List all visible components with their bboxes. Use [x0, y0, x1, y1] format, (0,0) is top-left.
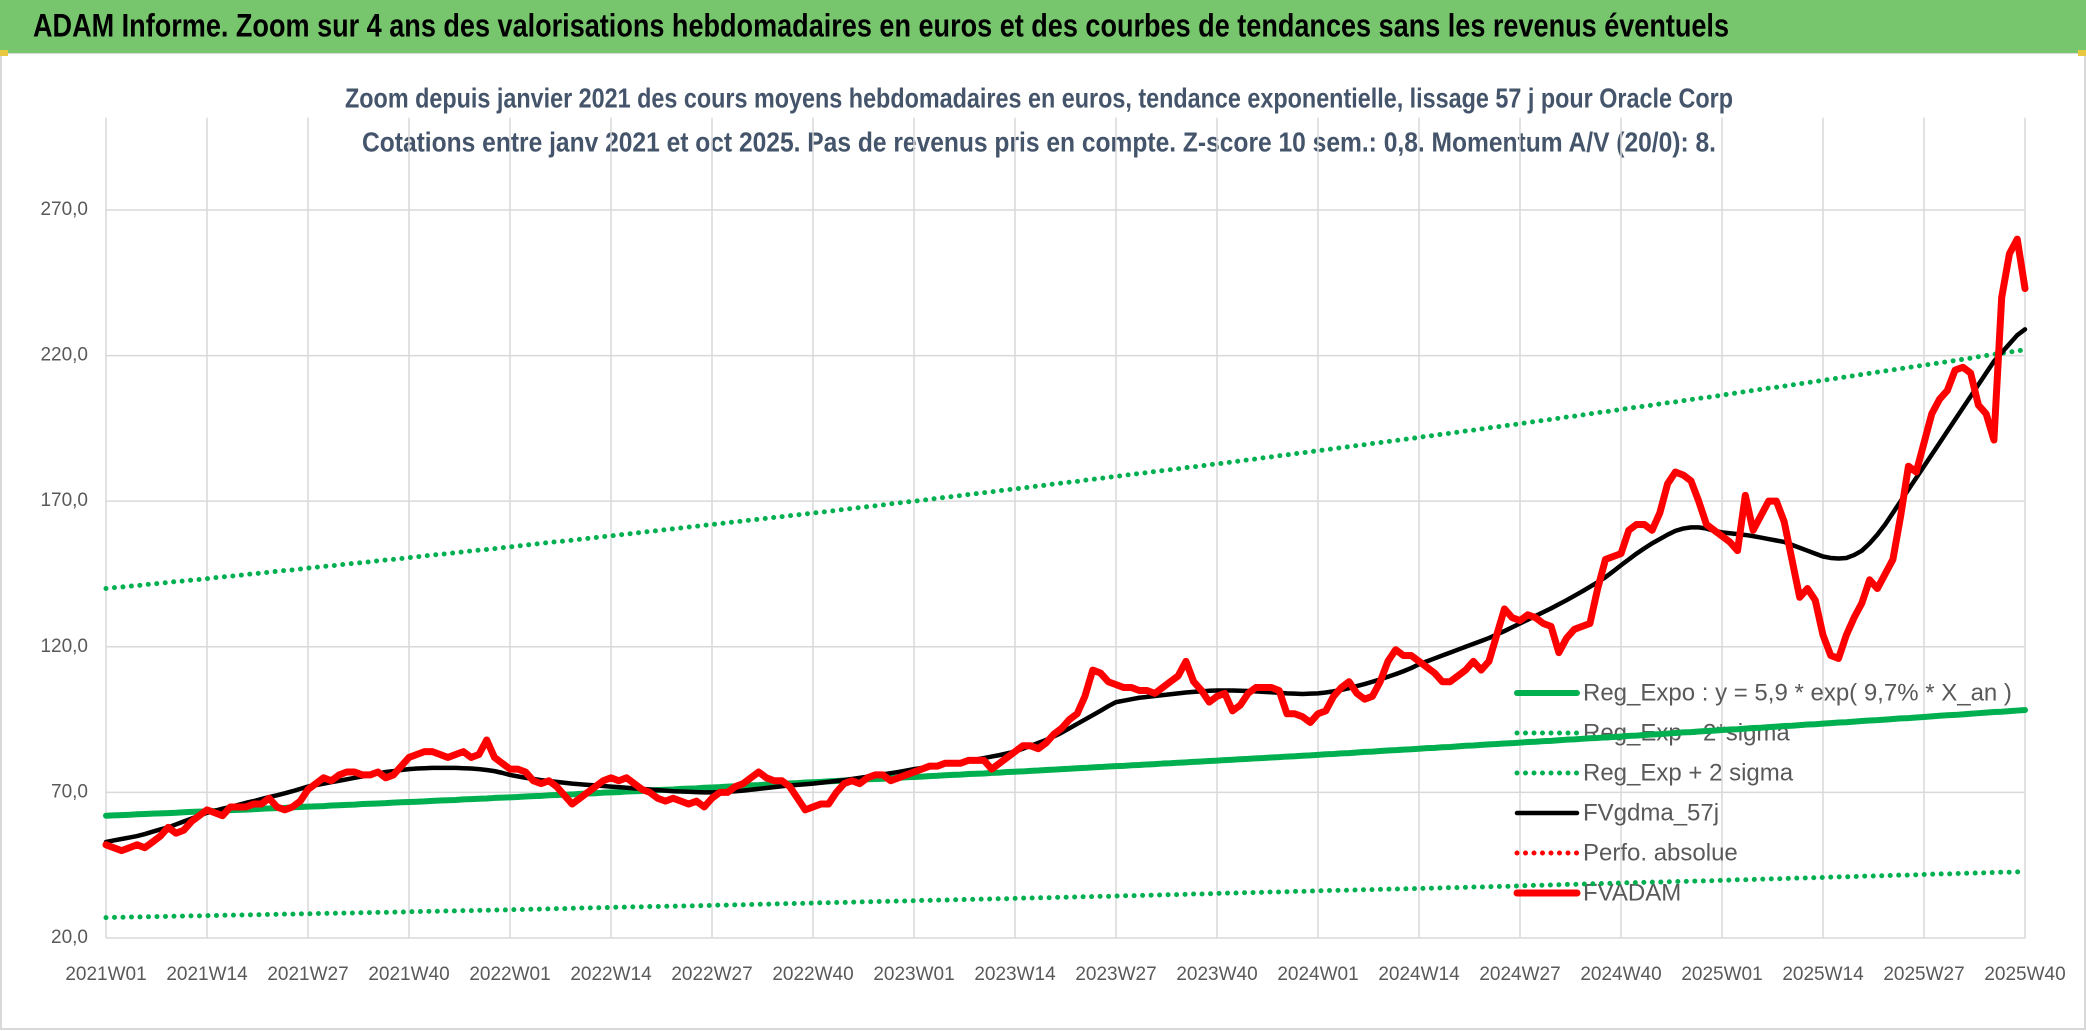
x-tick-label: 2023W01	[873, 964, 954, 985]
x-tick-label: 2024W01	[1277, 964, 1358, 985]
x-tick-label: 2025W27	[1883, 964, 1964, 985]
x-tick-label: 2023W14	[974, 964, 1056, 985]
x-tick-label: 2021W01	[65, 964, 146, 985]
grid: 20,0 70,0 120,0 170,0 220,0 270,0 2021W01 2021W…	[40, 117, 2066, 985]
legend-label: Perfo. absolue	[1583, 839, 1738, 866]
x-tick-label: 2021W27	[267, 964, 348, 985]
banner	[0, 0, 2086, 53]
y-tick-label: 120,0	[40, 636, 88, 657]
legend-label: Reg_Expo : y = 5,9 * exp( 9,7% * X_an )	[1583, 679, 2012, 706]
plot	[102, 235, 2029, 921]
x-tick-label: 2022W01	[469, 964, 550, 985]
series-line	[103, 347, 2028, 592]
x-tick-label: 2024W40	[1580, 964, 1661, 985]
legend-label: FVADAM	[1583, 879, 1681, 906]
x-tick-label: 2023W40	[1176, 964, 1257, 985]
x-tick-label: 2024W14	[1378, 964, 1460, 985]
y-tick-label: 20,0	[51, 927, 88, 948]
x-tick-label: 2025W01	[1681, 964, 1762, 985]
banner-title: ADAM Informe. Zoom sur 4 ans des valoris…	[33, 7, 1729, 43]
chart-title: Zoom depuis janvier 2021 des cours moyen…	[345, 82, 1733, 113]
y-tick-label: 70,0	[51, 781, 88, 802]
legend: Reg_Expo : y = 5,9 * exp( 9,7% * X_an ) R…	[1513, 679, 2012, 906]
y-tick-label: 170,0	[40, 490, 88, 511]
series-line	[102, 235, 2029, 855]
legend-label: Reg_Exp + 2 sigma	[1583, 759, 1794, 786]
x-tick-label: 2025W14	[1782, 964, 1864, 985]
series-line	[103, 327, 2028, 845]
x-tick-label: 2021W14	[166, 964, 248, 985]
series-line	[103, 706, 2028, 819]
legend-label: FVgdma_57j	[1583, 799, 1719, 826]
banner-corner	[0, 50, 8, 56]
chart-subtitle: Cotations entre janv 2021 et oct 2025. P…	[362, 126, 1716, 157]
x-tick-label: 2022W40	[772, 964, 853, 985]
y-tick-label: 220,0	[40, 345, 88, 366]
x-tick-label: 2024W27	[1479, 964, 1560, 985]
x-tick-label: 2022W14	[570, 964, 652, 985]
series-line	[103, 869, 2028, 921]
x-tick-label: 2025W40	[1984, 964, 2065, 985]
banner-corner	[2078, 50, 2086, 56]
x-tick-label: 2023W27	[1075, 964, 1156, 985]
x-tick-label: 2022W27	[671, 964, 752, 985]
y-tick-label: 270,0	[40, 199, 88, 220]
x-tick-label: 2021W40	[368, 964, 449, 985]
